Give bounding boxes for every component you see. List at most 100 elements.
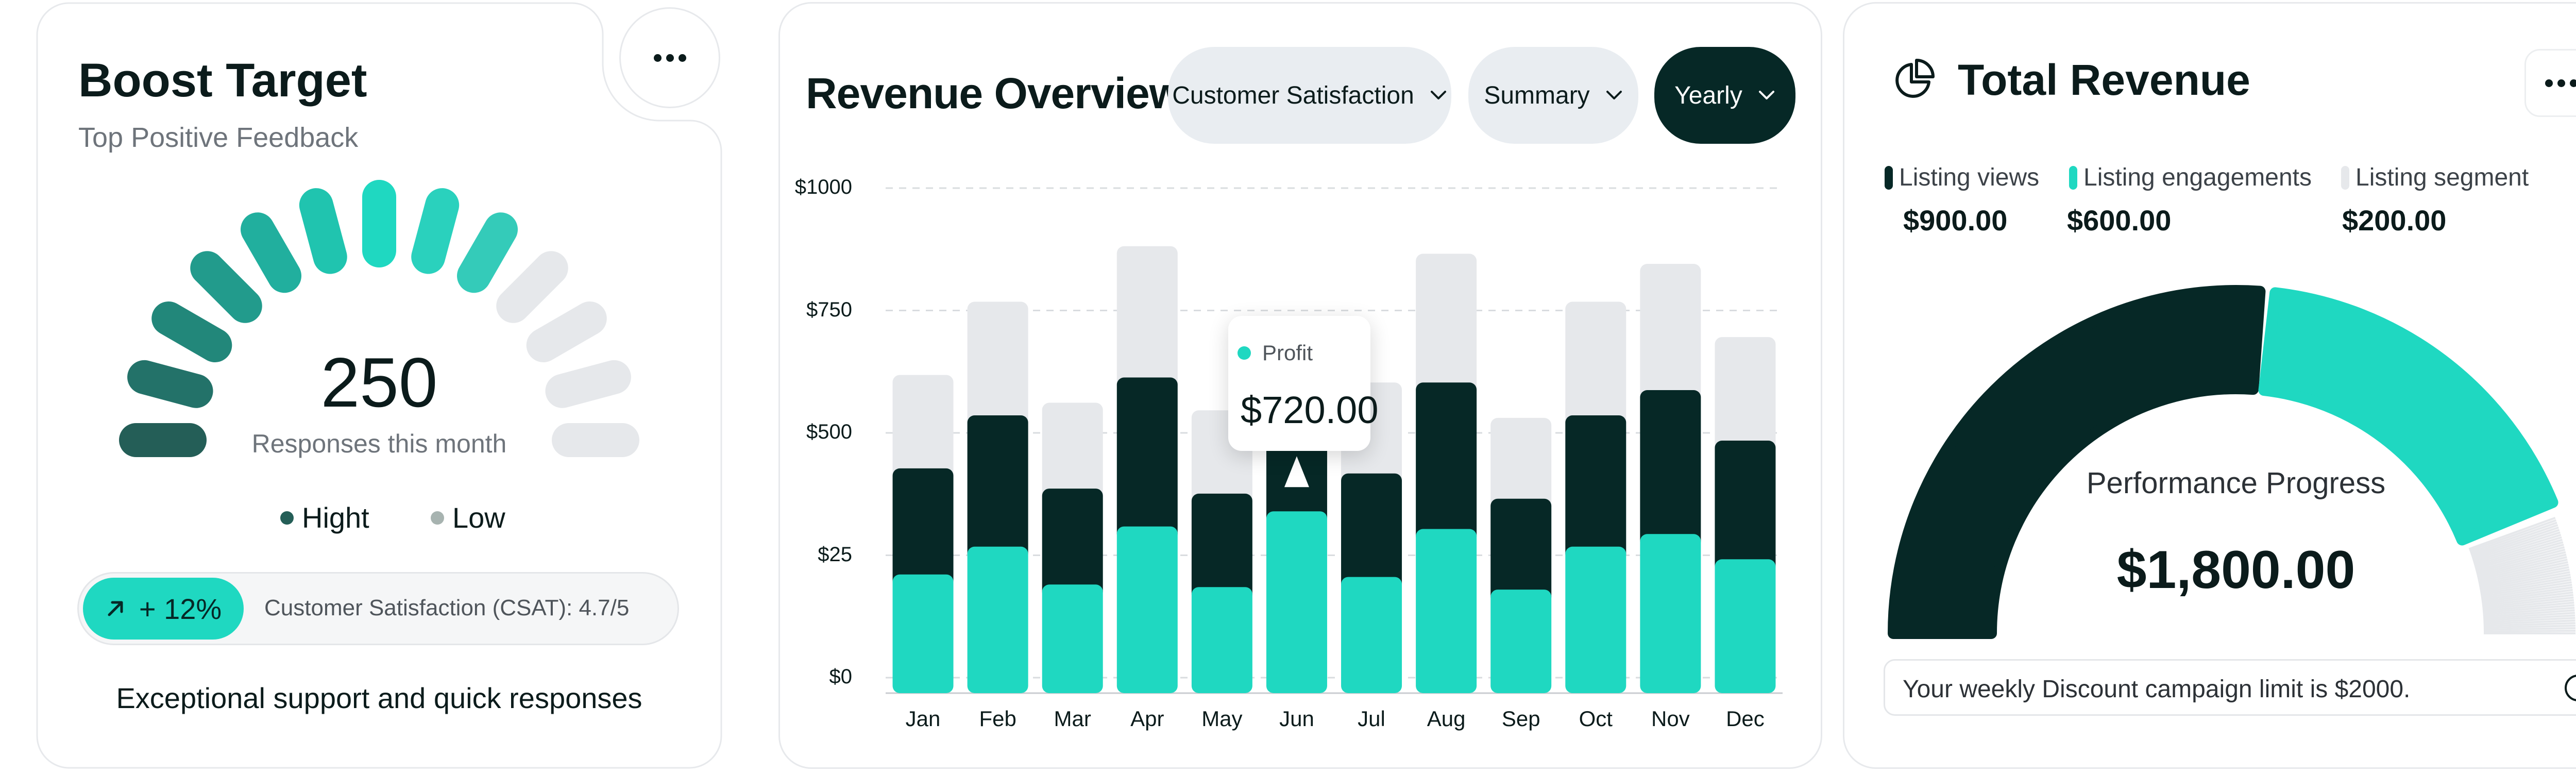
gauge-tick	[2470, 522, 2557, 554]
gauge-tick	[2477, 553, 2567, 577]
profit-tooltip: Profit $720.00	[1228, 316, 1379, 451]
filter-customer-satisfaction-label: Customer Satisfaction	[1172, 81, 1414, 109]
bar-segment-nov[interactable]	[1640, 390, 1701, 549]
bar-segment-oct[interactable]	[1565, 301, 1626, 430]
legend-low-dot	[431, 511, 444, 525]
gauge-segment	[496, 251, 568, 323]
gauge-segment	[411, 188, 460, 274]
feedback-gauge	[119, 180, 639, 457]
bar-segment-jan[interactable]	[892, 468, 954, 589]
boost-subtitle: Top Positive Feedback	[78, 122, 359, 153]
gauge-listing-engagements[interactable]	[2258, 287, 2558, 546]
bar-segment-aug[interactable]	[1416, 254, 1477, 397]
more-horizontal-icon	[2545, 79, 2576, 87]
gauge-segment	[457, 212, 518, 293]
gauge-tick	[2478, 563, 2569, 584]
gauge-tick	[2483, 604, 2574, 614]
y-tick-label: $1000	[794, 176, 852, 198]
bar-segment-feb[interactable]	[967, 301, 1028, 430]
bar-segment-mar[interactable]	[1042, 402, 1103, 503]
gauge-segment	[241, 212, 301, 293]
gauge-tick	[2483, 614, 2575, 621]
gauge-tick	[2482, 596, 2574, 609]
gauge-tick	[2475, 544, 2564, 570]
gauge-tick	[2481, 581, 2572, 597]
bar-segment-nov[interactable]	[1640, 534, 1701, 693]
y-axis: $0 $25 $500 $750 $1000	[790, 4, 862, 770]
legend-listing-segment: Listing segment	[2341, 163, 2529, 192]
bar-segment-feb[interactable]	[967, 546, 1028, 693]
csat-bar: + 12% Customer Satisfaction (CSAT): 4.7/…	[77, 572, 679, 645]
legend-swatch	[2069, 166, 2077, 190]
filter-summary[interactable]: Summary	[1468, 47, 1638, 144]
tooltip-value: $720.00	[1241, 389, 1379, 431]
bar-segment-oct[interactable]	[1565, 546, 1626, 693]
bar-segment-aug[interactable]	[1416, 529, 1477, 694]
boost-menu-button[interactable]	[619, 7, 720, 108]
bar-segment-sep[interactable]	[1490, 417, 1552, 513]
gauge-tick	[2480, 579, 2572, 596]
arrow-up-right-icon	[108, 601, 123, 616]
bar-segment-sep[interactable]	[1490, 498, 1552, 604]
bar-segment-apr[interactable]	[1116, 246, 1178, 392]
bar-segment-jul[interactable]	[1341, 577, 1402, 693]
gauge-tick	[2481, 583, 2572, 599]
filter-yearly-label: Yearly	[1674, 81, 1742, 109]
bar-segment-dec[interactable]	[1715, 337, 1776, 455]
bar-segment-oct[interactable]	[1565, 415, 1626, 561]
filter-customer-satisfaction[interactable]: Customer Satisfaction	[1168, 47, 1451, 144]
gauge-tick	[2482, 601, 2574, 612]
bar-segment-jun[interactable]	[1266, 511, 1327, 693]
gauge-tick	[2483, 612, 2575, 619]
bar-segment-aug[interactable]	[1416, 382, 1477, 544]
gauge-tick	[2475, 546, 2565, 572]
notice-text: Your weekly Discount campaign limit is $…	[1903, 676, 2411, 703]
total-menu-button[interactable]	[2524, 49, 2576, 117]
bar-segment-feb[interactable]	[967, 415, 1028, 561]
total-revenue-card: Total Revenue Listing views $900.00 List…	[1843, 2, 2576, 769]
gauge-segment	[190, 251, 262, 323]
growth-badge-value: + 12%	[139, 592, 222, 625]
gauge-tick	[2481, 586, 2573, 601]
gauge-tick	[2470, 524, 2558, 556]
bar-segment-may[interactable]	[1191, 493, 1252, 602]
legend-value: $200.00	[2342, 204, 2447, 237]
legend-label: Listing views	[1899, 164, 2040, 191]
bar-segment-mar[interactable]	[1042, 489, 1103, 599]
legend-swatch	[2341, 166, 2349, 190]
gauge-tick	[2473, 536, 2562, 564]
bar-segment-apr[interactable]	[1116, 377, 1178, 541]
bar-segment-jan[interactable]	[892, 375, 954, 483]
chevron-down-icon	[1606, 91, 1622, 99]
filter-summary-label: Summary	[1484, 81, 1590, 109]
chevron-down-icon	[1758, 91, 1774, 99]
gauge-tick	[2478, 558, 2568, 581]
y-tick-label: $750	[806, 298, 852, 321]
bar-segment-dec[interactable]	[1715, 559, 1776, 693]
gauge-tick	[2473, 539, 2563, 566]
bar-segment-jan[interactable]	[892, 574, 954, 693]
gauge-tick	[2472, 531, 2561, 561]
more-horizontal-icon	[653, 54, 686, 62]
bar-segment-sep[interactable]	[1490, 590, 1552, 693]
bar-segment-apr[interactable]	[1116, 526, 1178, 693]
gauge-caption: Responses this month	[251, 429, 507, 458]
gauge-tick	[2469, 519, 2557, 552]
bar-segment-jul[interactable]	[1341, 473, 1402, 592]
boost-target-card: Boost Target Top Positive Feedback 250 R…	[36, 2, 722, 769]
legend-value: $600.00	[2067, 204, 2172, 237]
info-icon[interactable]	[2563, 673, 2576, 703]
gauge-tick	[2483, 609, 2575, 618]
bar-segment-nov[interactable]	[1640, 264, 1701, 405]
gauge-listing-segment[interactable]	[2468, 516, 2575, 634]
bar-segment-may[interactable]	[1191, 587, 1252, 693]
legend-high: Hight	[280, 501, 369, 534]
bar-segment-mar[interactable]	[1042, 584, 1103, 693]
filter-yearly[interactable]: Yearly	[1654, 47, 1795, 144]
gauge-tick	[2471, 529, 2560, 559]
tooltip-label: Profit	[1262, 341, 1313, 365]
gauge-listing-views[interactable]	[1888, 285, 2266, 639]
gauge-tick	[2478, 561, 2568, 583]
revenue-overview-card: Revenue Overview Customer Satisfaction S…	[778, 2, 1822, 769]
bar-segment-dec[interactable]	[1715, 441, 1776, 574]
